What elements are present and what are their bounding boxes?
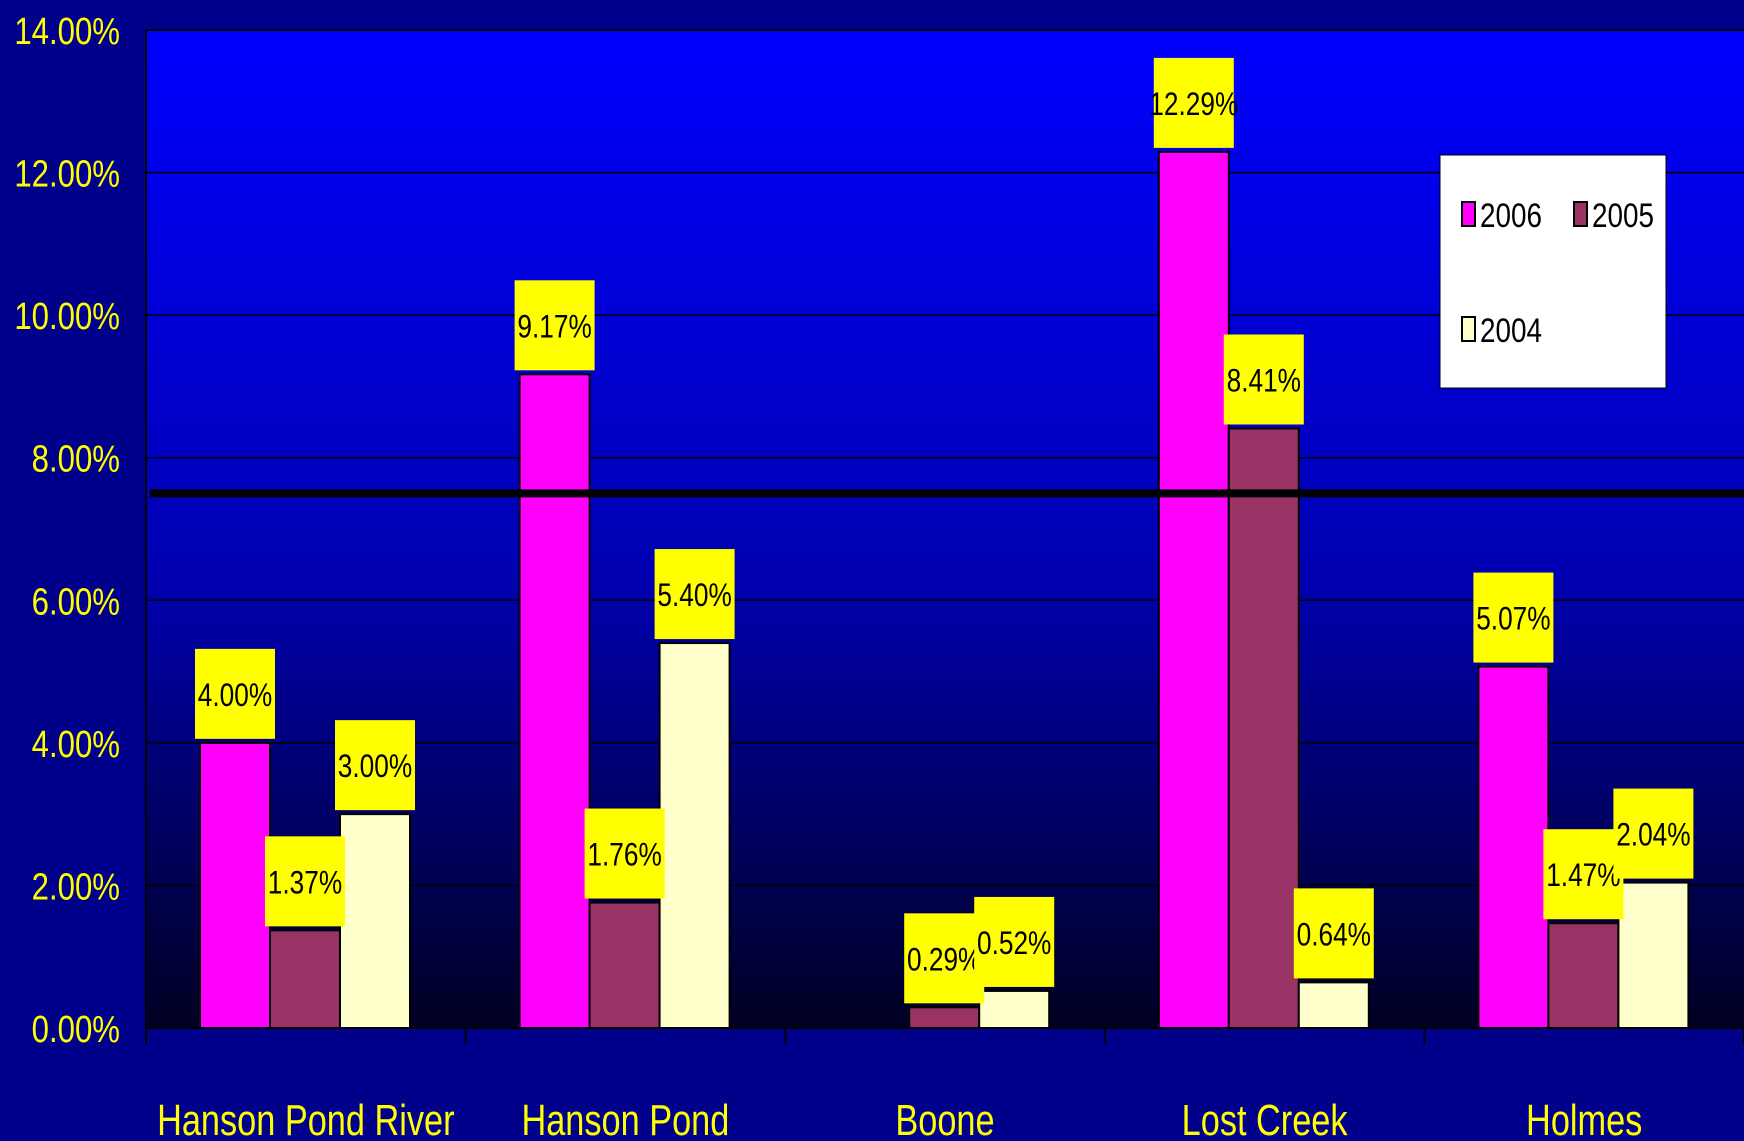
data-label: 0.29% (907, 943, 981, 978)
bar-2005 (1547, 922, 1620, 1030)
data-label-box (654, 549, 735, 640)
data-label: 12.29% (1149, 88, 1238, 123)
data-label: 2.04% (1616, 818, 1690, 853)
legend-label: 2006 (1480, 196, 1542, 234)
legend-swatch-2006 (1461, 201, 1476, 227)
bar-2004 (1617, 881, 1690, 1029)
data-label: 5.07% (1476, 602, 1550, 637)
data-label: 9.17% (517, 310, 591, 345)
y-tick-label: 6.00% (32, 581, 120, 623)
data-label-box (1473, 572, 1554, 663)
data-label: 3.00% (338, 750, 412, 785)
x-category-label: Boone (895, 1096, 994, 1141)
data-label-box (514, 280, 595, 371)
legend-box (1439, 154, 1667, 389)
data-label: 0.52% (977, 927, 1051, 962)
y-axis-tick-labels: 0.00% 2.00% 4.00% 6.00% 8.00% 10.00% 12.00% 14.… (14, 11, 120, 1051)
data-label: 5.40% (657, 579, 731, 614)
data-label-box (1153, 57, 1234, 148)
legend-swatch-2005 (1573, 201, 1588, 227)
bar-2004 (339, 813, 411, 1030)
y-tick-label: 14.00% (14, 11, 120, 53)
data-label-box (195, 648, 275, 739)
data-label: 1.47% (1546, 859, 1620, 894)
legend: 2006 2005 2004 (1439, 154, 1667, 389)
bar-2006 (199, 741, 271, 1029)
data-label-box (1543, 829, 1624, 920)
data-label: 4.00% (198, 679, 272, 714)
data-label-box (1613, 788, 1694, 879)
y-tick-label: 10.00% (14, 296, 120, 338)
bar-2006 (1477, 665, 1550, 1029)
data-labels: 4.00% 9.17% 12.29% 5.07% 1.37% 1.76% 0.29% 8.41… (195, 57, 1694, 1004)
bar-2005 (908, 1006, 981, 1030)
bar-2005 (588, 901, 661, 1030)
data-label-box (1223, 334, 1304, 425)
bar-2005 (269, 929, 341, 1029)
x-axis: Hanson Pond River Hanson Pond Boone Lost Cr… (145, 1027, 1744, 1141)
bar-2006 (1157, 150, 1230, 1030)
data-label-box (265, 836, 345, 927)
data-label: 1.37% (268, 866, 342, 901)
x-category-label: Hanson Pond (521, 1096, 729, 1141)
data-label-box (335, 720, 415, 811)
data-label-box (584, 808, 665, 899)
y-tick-label: 4.00% (32, 724, 120, 766)
data-label-box (1293, 888, 1374, 979)
x-category-label: Holmes (1526, 1096, 1642, 1141)
bars (199, 150, 1690, 1030)
bar-2004 (1297, 981, 1370, 1029)
y-tick-label: 8.00% (32, 439, 120, 481)
y-tick-label: 2.00% (32, 867, 120, 909)
legend-label: 2005 (1592, 196, 1654, 234)
bar-2006 (518, 373, 591, 1029)
bar-2004 (978, 989, 1051, 1030)
bar-2004 (658, 642, 731, 1029)
legend-label: 2004 (1480, 311, 1542, 349)
y-tick-label: 0.00% (32, 1009, 120, 1051)
data-label: 0.64% (1297, 918, 1371, 953)
y-tick-label: 12.00% (14, 154, 120, 196)
data-label-box (904, 913, 985, 1004)
bar-2005 (1227, 427, 1300, 1030)
data-label: 8.41% (1227, 364, 1301, 399)
data-label: 1.76% (587, 838, 661, 873)
x-category-label: Hanson Pond River (157, 1096, 454, 1141)
x-category-label: Lost Creek (1182, 1096, 1348, 1141)
data-label-box (974, 896, 1055, 987)
legend-swatch-2004 (1461, 316, 1476, 342)
